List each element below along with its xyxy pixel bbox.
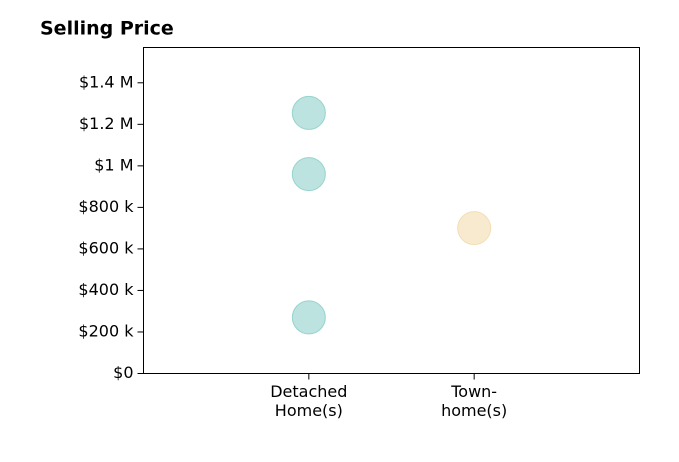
plot-frame (143, 47, 640, 374)
y-tick-label: $200 k (78, 321, 134, 340)
point (457, 211, 492, 246)
y-tick-label: $400 k (78, 280, 134, 299)
point (291, 300, 326, 335)
y-tick-label: $1.2 M (79, 114, 134, 133)
y-tick-label: $0 (113, 363, 133, 382)
point (291, 95, 326, 130)
point (291, 157, 326, 192)
x-tick-label: Detached Home(s) (270, 382, 347, 420)
y-tick-label: $800 k (78, 197, 134, 216)
y-tick-label: $1 M (94, 155, 133, 174)
y-tick-label: $600 k (78, 238, 134, 257)
x-tick-label: Town-home(s) (441, 382, 507, 420)
chart-title: Selling Price (40, 18, 174, 40)
y-tick-label: $1.4 M (79, 72, 134, 91)
